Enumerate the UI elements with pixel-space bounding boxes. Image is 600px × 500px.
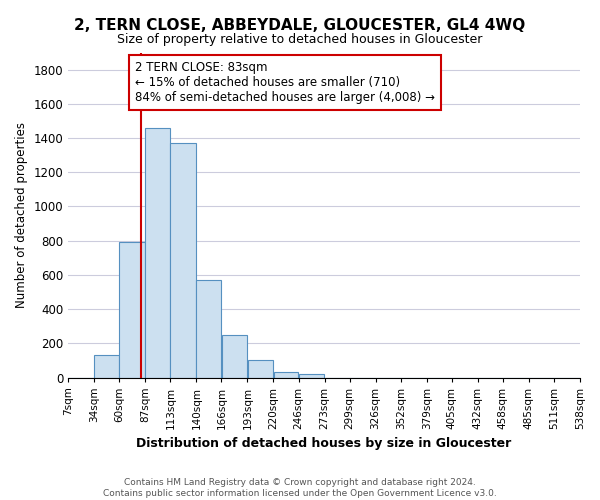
Y-axis label: Number of detached properties: Number of detached properties <box>15 122 28 308</box>
Text: Contains HM Land Registry data © Crown copyright and database right 2024.
Contai: Contains HM Land Registry data © Crown c… <box>103 478 497 498</box>
Bar <box>196 280 221 378</box>
Text: 2, TERN CLOSE, ABBEYDALE, GLOUCESTER, GL4 4WQ: 2, TERN CLOSE, ABBEYDALE, GLOUCESTER, GL… <box>74 18 526 32</box>
Bar <box>274 372 298 378</box>
Bar <box>94 356 119 378</box>
Bar <box>299 374 325 378</box>
Text: 2 TERN CLOSE: 83sqm
← 15% of detached houses are smaller (710)
84% of semi-detac: 2 TERN CLOSE: 83sqm ← 15% of detached ho… <box>135 60 435 104</box>
Bar <box>248 360 274 378</box>
Bar <box>170 143 196 378</box>
Text: Size of property relative to detached houses in Gloucester: Size of property relative to detached ho… <box>118 32 482 46</box>
Bar <box>119 242 145 378</box>
Bar <box>145 128 170 378</box>
Bar <box>221 334 247 378</box>
X-axis label: Distribution of detached houses by size in Gloucester: Distribution of detached houses by size … <box>136 437 512 450</box>
